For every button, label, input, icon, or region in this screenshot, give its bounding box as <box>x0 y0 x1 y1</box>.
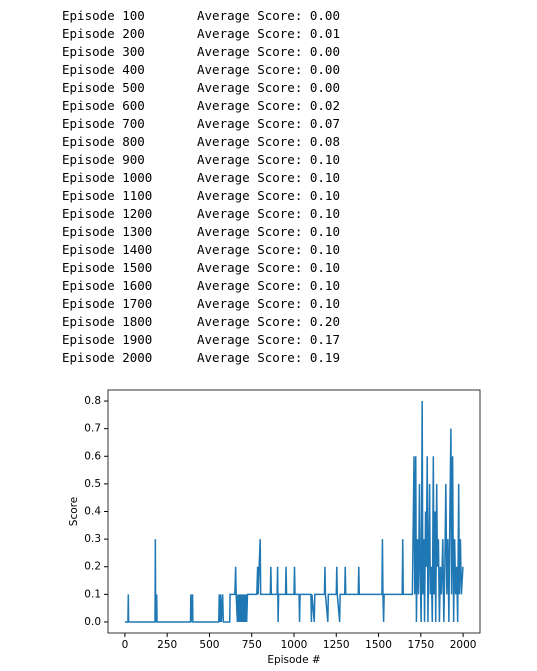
log-score: Average Score: 0.10 <box>197 296 340 311</box>
log-line: Episode 100 Average Score: 0.00 <box>62 7 340 25</box>
log-line: Episode 1100 Average Score: 0.10 <box>62 187 340 205</box>
y-tick-label: 0.6 <box>84 450 101 462</box>
log-episode: Episode 1500 <box>62 260 153 275</box>
y-tick-label: 0.1 <box>84 588 101 600</box>
x-axis-label: Episode # <box>267 654 320 666</box>
log-line: Episode 1500 Average Score: 0.10 <box>62 259 340 277</box>
log-line: Episode 900 Average Score: 0.10 <box>62 151 340 169</box>
y-tick-label: 0.0 <box>84 616 101 628</box>
output-log: Episode 100 Average Score: 0.00 Episode 20… <box>62 7 340 367</box>
log-episode: Episode 1800 <box>62 314 153 329</box>
log-line: Episode 1400 Average Score: 0.10 <box>62 241 340 259</box>
log-episode: Episode 1300 <box>62 224 153 239</box>
log-score: Average Score: 0.08 <box>197 134 340 149</box>
log-score: Average Score: 0.10 <box>197 224 340 239</box>
log-line: Episode 1200 Average Score: 0.10 <box>62 205 340 223</box>
log-episode: Episode 300 <box>62 44 145 59</box>
log-line: Episode 800 Average Score: 0.08 <box>62 133 340 151</box>
log-episode: Episode 600 <box>62 98 145 113</box>
y-axis-label: Score <box>68 497 80 526</box>
y-tick-label: 0.2 <box>84 561 101 573</box>
log-score: Average Score: 0.10 <box>197 188 340 203</box>
log-line: Episode 1600 Average Score: 0.10 <box>62 277 340 295</box>
x-tick-label: 250 <box>157 639 177 651</box>
y-tick-label: 0.4 <box>84 506 101 518</box>
log-score: Average Score: 0.10 <box>197 170 340 185</box>
log-episode: Episode 1400 <box>62 242 153 257</box>
log-episode: Episode 1100 <box>62 188 153 203</box>
log-score: Average Score: 0.00 <box>197 80 340 95</box>
log-score: Average Score: 0.01 <box>197 26 340 41</box>
log-episode: Episode 100 <box>62 8 145 23</box>
log-episode: Episode 1900 <box>62 332 153 347</box>
log-score: Average Score: 0.10 <box>197 206 340 221</box>
log-episode: Episode 900 <box>62 152 145 167</box>
log-line: Episode 1700 Average Score: 0.10 <box>62 295 340 313</box>
x-tick-label: 1750 <box>407 639 434 651</box>
log-score: Average Score: 0.00 <box>197 8 340 23</box>
x-tick-label: 1000 <box>281 639 308 651</box>
x-tick-label: 1500 <box>365 639 392 651</box>
log-score: Average Score: 0.10 <box>197 260 340 275</box>
y-tick-label: 0.5 <box>84 478 101 490</box>
y-tick-label: 0.8 <box>84 395 101 407</box>
log-episode: Episode 800 <box>62 134 145 149</box>
log-line: Episode 400 Average Score: 0.00 <box>62 61 340 79</box>
log-line: Episode 1800 Average Score: 0.20 <box>62 313 340 331</box>
log-score: Average Score: 0.10 <box>197 242 340 257</box>
log-line: Episode 1900 Average Score: 0.17 <box>62 331 340 349</box>
log-episode: Episode 200 <box>62 26 145 41</box>
log-score: Average Score: 0.00 <box>197 44 340 59</box>
x-tick-label: 1250 <box>323 639 350 651</box>
x-tick-label: 0 <box>122 639 129 651</box>
log-line: Episode 700 Average Score: 0.07 <box>62 115 340 133</box>
log-score: Average Score: 0.02 <box>197 98 340 113</box>
log-score: Average Score: 0.10 <box>197 152 340 167</box>
log-episode: Episode 1200 <box>62 206 153 221</box>
log-line: Episode 300 Average Score: 0.00 <box>62 43 340 61</box>
log-score: Average Score: 0.20 <box>197 314 340 329</box>
x-tick-label: 750 <box>242 639 262 651</box>
log-score: Average Score: 0.07 <box>197 116 340 131</box>
log-line: Episode 2000 Average Score: 0.19 <box>62 349 340 367</box>
log-line: Episode 1000 Average Score: 0.10 <box>62 169 340 187</box>
log-score: Average Score: 0.00 <box>197 62 340 77</box>
log-line: Episode 1300 Average Score: 0.10 <box>62 223 340 241</box>
log-score: Average Score: 0.17 <box>197 332 340 347</box>
log-episode: Episode 1700 <box>62 296 153 311</box>
log-episode: Episode 700 <box>62 116 145 131</box>
y-tick-label: 0.3 <box>84 533 101 545</box>
y-tick-label: 0.7 <box>84 423 101 435</box>
plot-frame <box>107 389 481 634</box>
score-line <box>124 401 464 623</box>
log-episode: Episode 500 <box>62 80 145 95</box>
x-tick-label: 2000 <box>450 639 477 651</box>
x-tick-label: 500 <box>199 639 219 651</box>
log-score: Average Score: 0.10 <box>197 278 340 293</box>
log-line: Episode 600 Average Score: 0.02 <box>62 97 340 115</box>
log-episode: Episode 1000 <box>62 170 153 185</box>
log-episode: Episode 2000 <box>62 350 153 365</box>
log-line: Episode 200 Average Score: 0.01 <box>62 25 340 43</box>
log-episode: Episode 1600 <box>62 278 153 293</box>
log-line: Episode 500 Average Score: 0.00 <box>62 79 340 97</box>
log-score: Average Score: 0.19 <box>197 350 340 365</box>
log-episode: Episode 400 <box>62 62 145 77</box>
